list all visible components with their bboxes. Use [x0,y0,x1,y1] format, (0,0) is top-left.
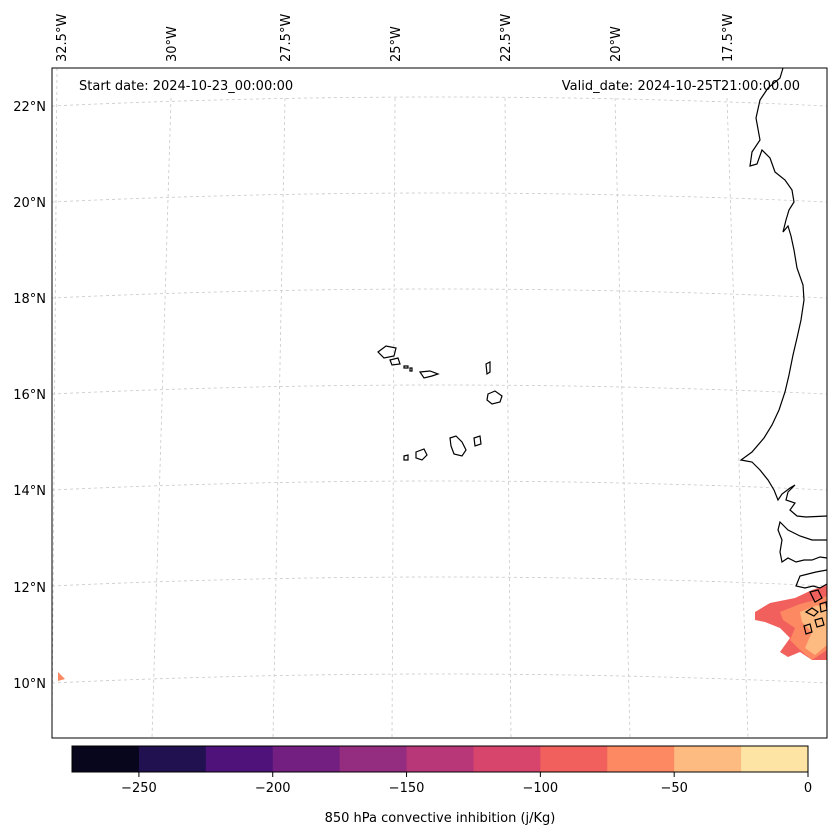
colorbar-bin-4 [339,746,408,772]
lon-label: 20°W [609,26,624,62]
colorbar-bin-8 [607,746,675,772]
lat-label: 14°N [13,484,46,499]
lon-label: 32.5°W [55,14,70,62]
longitude-labels: 32.5°W 30°W 27.5°W 25°W 22.5°W 20°W 17.5… [55,14,736,62]
lon-label: 17.5°W [721,14,736,62]
island-santiago [449,435,467,457]
map-frame [51,67,828,739]
meridian-27.5W [272,97,286,739]
colorbar: −250 −200 −150 −100 −50 0 850 hPa convective … [71,745,812,826]
islet-raso [409,367,413,372]
island-sao-vicente [389,357,401,366]
parallel-16N [51,384,828,395]
latitude-labels: 22°N 20°N 18°N 16°N 14°N 12°N 10°N [13,100,46,692]
colorbar-tick-label: −150 [389,781,425,796]
island-santo-antao [377,345,397,359]
island-boa-vista [486,390,503,405]
lat-label: 20°N [13,196,46,211]
parallel-12N [51,576,828,587]
guinea-bissau-coast [795,569,828,589]
parallel-22N [51,96,828,107]
gambia-senegal-coast [777,520,828,563]
valid-date-label: Valid_date: 2024-10-25T21:00:00.00 [562,79,800,94]
colorbar-bin-1 [138,746,207,772]
meridian-25W [391,97,396,739]
cin-field [58,585,827,681]
island-fogo [415,448,428,461]
parallel-18N [51,288,828,299]
lat-label: 18°N [13,292,46,307]
graticule [51,67,828,739]
colorbar-bin-3 [272,746,341,772]
colorbar-bin-9 [674,746,742,772]
meridian-17.5W [726,97,749,739]
africa-coastline [739,67,828,518]
island-sal [485,361,491,376]
colorbar-tick-label: −50 [660,781,687,796]
lon-label: 25°W [389,26,404,62]
colorbar-bin-0 [72,746,140,772]
cin-region-neg-50-25 [800,604,827,655]
island-brava [403,454,409,461]
bijagos-islands [803,589,828,635]
colorbar-tick-label: −200 [255,781,291,796]
colorbar-tick-label: −100 [523,781,559,796]
coastlines [739,67,828,635]
map-background [52,68,827,738]
colorbar-bin-6 [473,746,541,772]
meridian-20W [614,97,631,739]
island-santa-luzia [403,365,409,369]
parallel-10N [51,673,828,684]
parallel-20N [51,192,828,203]
colorbar-bin-2 [205,746,274,772]
lat-label: 16°N [13,388,46,403]
colorbar-frame [71,745,809,773]
parallel-14N [51,480,828,491]
lon-label: 22.5°W [499,14,514,62]
colorbar-tick-label: −250 [121,781,157,796]
start-date-label: Start date: 2024-10-23_00:00:00 [79,79,293,94]
colorbar-bins [72,746,809,772]
cape-verde-islands [377,345,503,461]
colorbar-tick-label: 0 [804,781,812,796]
meridian-22.5W [504,97,512,739]
colorbar-bin-5 [406,746,474,772]
colorbar-label: 850 hPa convective inhibition (j/Kg) [325,811,556,826]
colorbar-ticks: −250 −200 −150 −100 −50 0 [121,772,812,796]
meridian-30W [151,97,172,739]
lon-label: 30°W [165,26,180,62]
lat-label: 22°N [13,100,46,115]
meridian-32.5W [51,67,58,739]
map-plot-area: Start date: 2024-10-23_00:00:00 Valid_da… [51,67,828,739]
lat-label: 12°N [13,581,46,596]
lon-label: 27.5°W [279,14,294,62]
colorbar-bin-10 [741,746,809,772]
lat-label: 10°N [13,677,46,692]
island-sao-nicolau [418,370,440,379]
cin-region-west-edge [58,672,65,681]
island-maio [473,435,482,447]
colorbar-bin-7 [540,746,608,772]
